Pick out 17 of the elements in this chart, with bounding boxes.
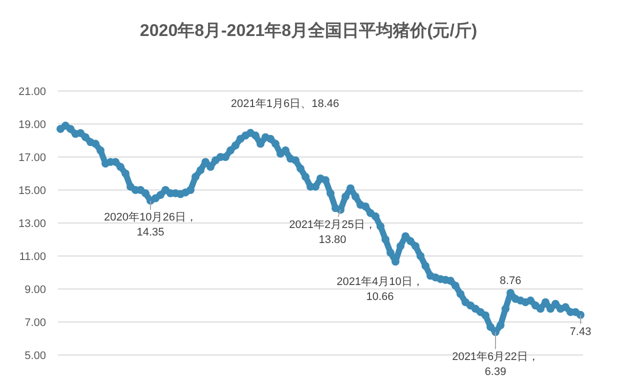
y-tick-label: 11.00 [19,251,46,263]
annotation: 2021年6月22日， 6.39 [452,351,539,378]
annotation: 2021年4月10日， 10.66 [336,276,424,303]
y-tick-label: 15.00 [18,185,46,197]
y-tick-label: 17.00 [18,152,46,164]
y-tick-label: 19.00 [18,119,46,131]
annotation: 2021年2月25日， 13.80 [289,218,376,246]
y-tick-label: 21.00 [18,86,46,98]
annotation: 2020年10月26日， 14.35 [104,212,197,239]
annotation: 7.43 [570,326,592,338]
chart-title: 2020年8月-2021年8月全国日平均猪价(元/斤) [140,21,478,40]
y-tick-label: 7.00 [24,317,46,329]
annotation: 2021年1月6日、18.46 [230,98,340,110]
y-tick-label: 9.00 [24,284,46,296]
y-tick-label: 5.00 [24,350,46,362]
annotation: 8.76 [500,274,522,287]
y-tick-label: 13.00 [18,218,46,230]
